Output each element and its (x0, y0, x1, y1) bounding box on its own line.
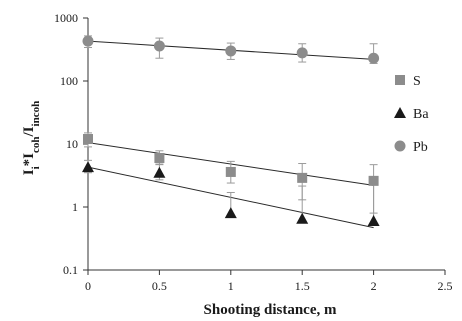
data-point-s (83, 134, 93, 145)
axes (83, 17, 446, 275)
data-point-pb (225, 45, 237, 57)
y-tick-label: 0.1 (63, 263, 78, 277)
y-axis-title-part-3: *I (21, 153, 37, 167)
legend-label-ba: Ba (413, 107, 429, 122)
y-tick-label: 1 (72, 200, 78, 214)
x-tick-label: 0.5 (152, 279, 167, 293)
data-point-ba (82, 161, 94, 173)
data-point-s (154, 152, 165, 163)
data-point-pb (368, 52, 380, 64)
data-point-pb (153, 40, 165, 52)
data-point-ba (296, 212, 309, 224)
y-tick-label: 1000 (54, 11, 78, 25)
y-tick-label: 10 (66, 137, 78, 151)
data-point-s (368, 175, 379, 186)
y-axis-title-part-4: coh (30, 136, 42, 153)
y-axis-title-part-1: I (21, 169, 37, 175)
y-axis-title-part-5: /I (21, 126, 37, 137)
data-point-pb (82, 35, 94, 47)
data-point-ba (224, 207, 237, 219)
legend-marker-s (395, 75, 405, 85)
y-axis-title-part-2: i (30, 166, 42, 169)
legend-marker-ba (394, 107, 406, 118)
data-point-ba (367, 214, 380, 226)
error-bars (84, 35, 378, 221)
x-tick-label: 2 (371, 279, 377, 293)
y-axis-title-part-6: incoh (30, 101, 42, 127)
data-point-s (225, 166, 236, 177)
data-point-ba (153, 166, 166, 178)
data-points (82, 35, 380, 226)
y-tick-label: 100 (60, 74, 78, 88)
legend: S Ba Pb (394, 74, 429, 155)
legend-label-s: S (413, 74, 421, 89)
legend-label-pb: Pb (413, 140, 428, 155)
tick-labels: 0.1 1 10 100 1000 0 0.5 1 1.5 2 2.5 (54, 11, 453, 293)
data-point-s (297, 172, 308, 183)
x-tick-label: 0 (85, 279, 91, 293)
x-tick-label: 1 (228, 279, 234, 293)
legend-marker-pb (394, 140, 406, 152)
x-tick-label: 2.5 (438, 279, 453, 293)
y-axis-title: Ii*Icoh/Iincoh (21, 101, 42, 175)
x-axis-title: Shooting distance, m (204, 302, 337, 318)
data-point-pb (296, 47, 308, 59)
x-tick-label: 1.5 (295, 279, 310, 293)
